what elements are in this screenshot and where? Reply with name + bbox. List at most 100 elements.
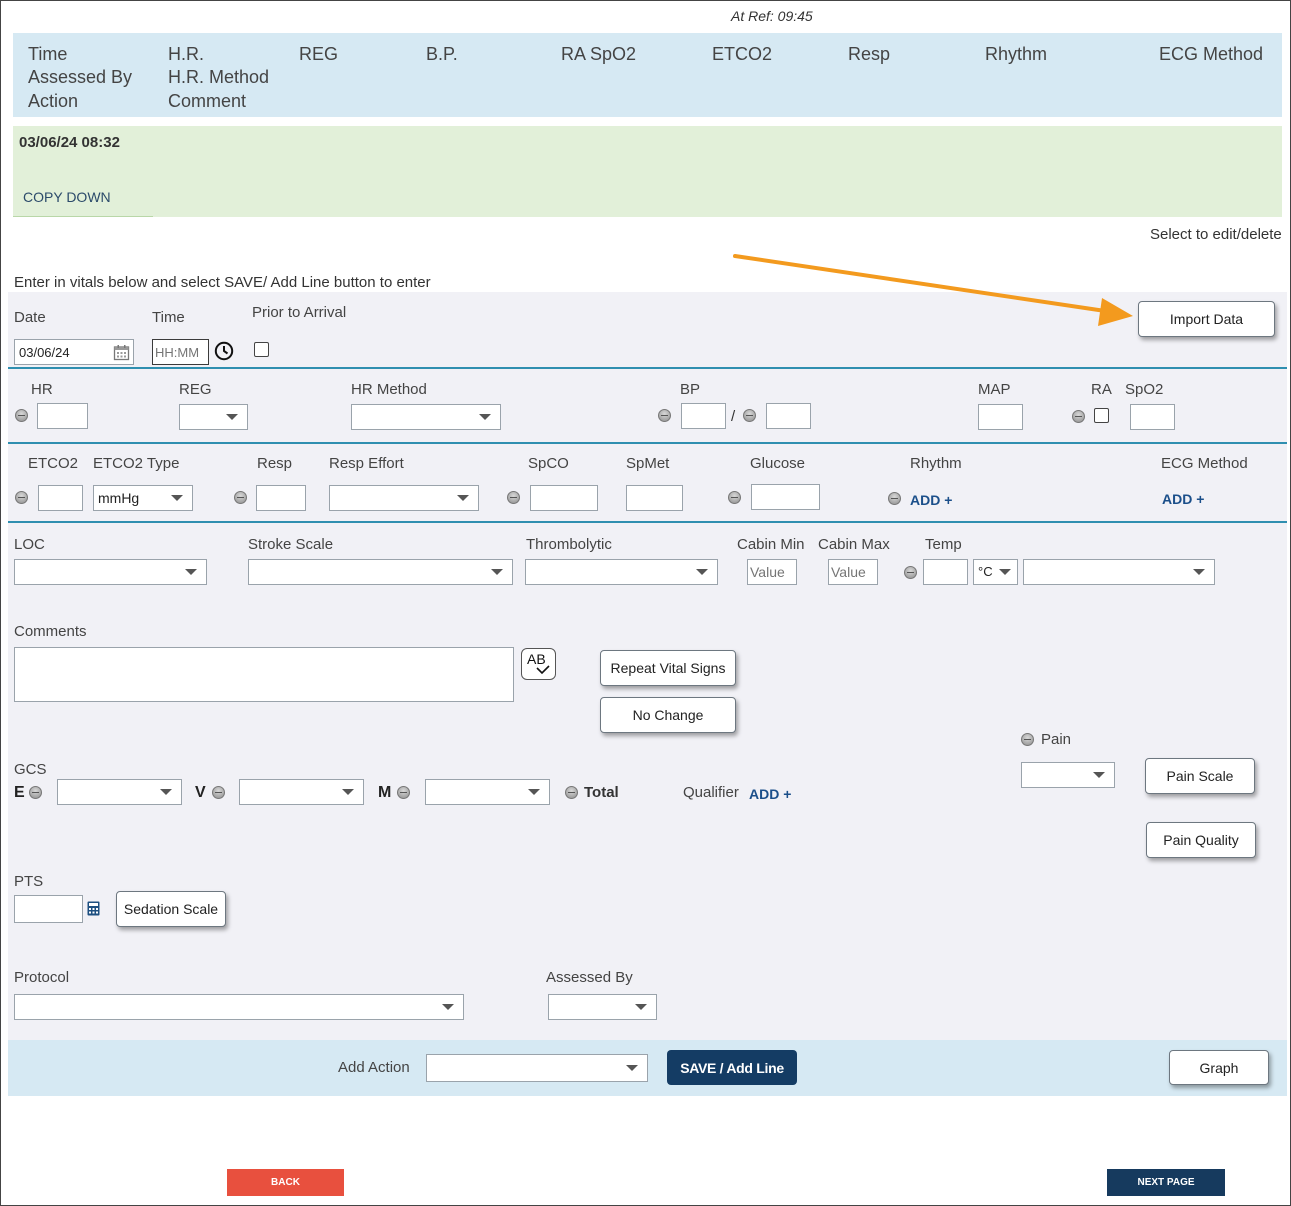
spo2-input[interactable] [1130,404,1175,430]
sedation-scale-button[interactable]: Sedation Scale [116,891,226,927]
gcs-v-status-icon[interactable] [212,786,225,799]
resp-input[interactable] [256,485,306,511]
glucose-status-icon[interactable] [728,491,741,504]
resp-effort-select[interactable] [329,485,479,511]
rhythm-status-icon[interactable] [888,492,901,505]
ra-checkbox[interactable] [1094,408,1109,423]
etco2-type-value: mmHg [98,490,140,506]
hr-status-icon[interactable] [15,409,28,422]
spo2-label: SpO2 [1125,381,1164,398]
bp-diastolic-status-icon[interactable] [743,409,756,422]
next-page-button[interactable]: NEXT PAGE [1107,1169,1225,1196]
prior-to-arrival-checkbox[interactable] [254,342,269,357]
header-ecg-method: ECG Method [1159,44,1264,64]
spmet-label: SpMet [626,455,670,472]
repeat-vital-signs-button[interactable]: Repeat Vital Signs [600,650,736,686]
rhythm-add-link[interactable]: ADD + [910,492,953,508]
qualifier-add-link[interactable]: ADD + [749,786,792,802]
gcs-total-label: Total [584,784,619,801]
calculator-icon[interactable] [87,901,100,916]
spell-check-button[interactable]: AB [521,648,556,680]
no-change-button[interactable]: No Change [600,697,736,733]
header-assessed-by: Assessed By [28,67,133,87]
instructions-text: Enter in vitals below and select SAVE/ A… [14,274,431,291]
assessed-by-select[interactable] [548,994,657,1020]
vitals-table-header [13,33,1282,117]
thrombolytic-select[interactable] [525,559,718,585]
bp-systolic-status-icon[interactable] [658,409,671,422]
pain-select[interactable] [1021,762,1115,788]
add-action-label: Add Action [338,1059,410,1076]
gcs-v-select[interactable] [239,779,364,805]
header-resp: Resp [848,44,891,64]
spmet-input[interactable] [626,485,683,511]
resp-status-icon[interactable] [234,491,247,504]
bp-diastolic-input[interactable] [766,403,811,429]
assessed-by-label: Assessed By [546,969,633,986]
map-input[interactable] [978,404,1023,430]
rhythm-label: Rhythm [910,455,962,472]
glucose-input[interactable] [751,484,820,510]
etco2-type-select[interactable]: mmHg [93,485,193,511]
pain-quality-button[interactable]: Pain Quality [1146,822,1256,858]
ecg-method-label: ECG Method [1161,455,1248,472]
gcs-m-select[interactable] [425,779,550,805]
temp-route-select[interactable] [1023,559,1215,585]
ra-status-icon[interactable] [1072,410,1085,423]
temp-status-icon[interactable] [904,566,917,579]
loc-select[interactable] [14,559,207,585]
etco2-type-label: ETCO2 Type [93,455,180,472]
header-rhythm: Rhythm [985,44,1048,64]
pain-status-icon[interactable] [1021,733,1034,746]
etco2-status-icon[interactable] [15,491,28,504]
comments-textarea[interactable] [14,647,514,702]
date-value: 03/06/24 [19,345,70,360]
time-input[interactable] [152,339,209,365]
resp-label: Resp [257,455,293,472]
clock-icon[interactable] [214,341,234,361]
stroke-scale-label: Stroke Scale [248,536,334,553]
time-label: Time [152,309,185,326]
graph-button[interactable]: Graph [1169,1050,1269,1085]
ecg-method-add-link[interactable]: ADD + [1162,491,1205,507]
section-separator [8,442,1287,444]
vitals-record-row[interactable] [13,126,1282,217]
chevron-down-icon [226,414,238,420]
temp-unit-value: °C [978,564,993,579]
import-data-button[interactable]: Import Data [1138,301,1275,337]
save-add-line-button[interactable]: SAVE / Add Line [667,1050,797,1085]
gcs-e-select[interactable] [57,779,182,805]
spco-input[interactable] [530,485,598,511]
hr-method-select[interactable] [351,404,501,430]
cabin-min-input[interactable] [747,559,797,585]
etco2-input[interactable] [38,485,83,511]
hr-input[interactable] [37,403,88,429]
pain-scale-button[interactable]: Pain Scale [1145,758,1255,794]
calendar-icon[interactable] [113,344,130,361]
back-button[interactable]: BACK [227,1169,344,1196]
spell-check-icon-text: AB [527,651,546,667]
protocol-select[interactable] [14,994,464,1020]
add-action-select[interactable] [426,1054,648,1082]
temp-unit-select[interactable]: °C [973,559,1018,585]
cabin-max-input[interactable] [828,559,878,585]
gcs-e-label: E [14,784,25,801]
comments-label: Comments [14,623,87,640]
reg-select[interactable] [179,404,248,430]
stroke-scale-select[interactable] [248,559,513,585]
gcs-m-status-icon[interactable] [397,786,410,799]
gcs-label: GCS [14,761,47,778]
temp-input[interactable] [923,559,968,585]
gcs-total-status-icon[interactable] [565,786,578,799]
spco-status-icon[interactable] [507,491,520,504]
copy-down-link[interactable]: COPY DOWN [23,189,111,205]
gcs-e-status-icon[interactable] [29,786,42,799]
temp-label: Temp [925,536,962,553]
chevron-down-icon [635,1004,647,1010]
section-separator [8,521,1287,523]
pts-input[interactable] [14,895,83,923]
date-field[interactable]: 03/06/24 [14,339,134,365]
bp-systolic-input[interactable] [681,403,726,429]
chevron-down-icon [999,569,1011,575]
cabin-min-label: Cabin Min [737,536,805,553]
